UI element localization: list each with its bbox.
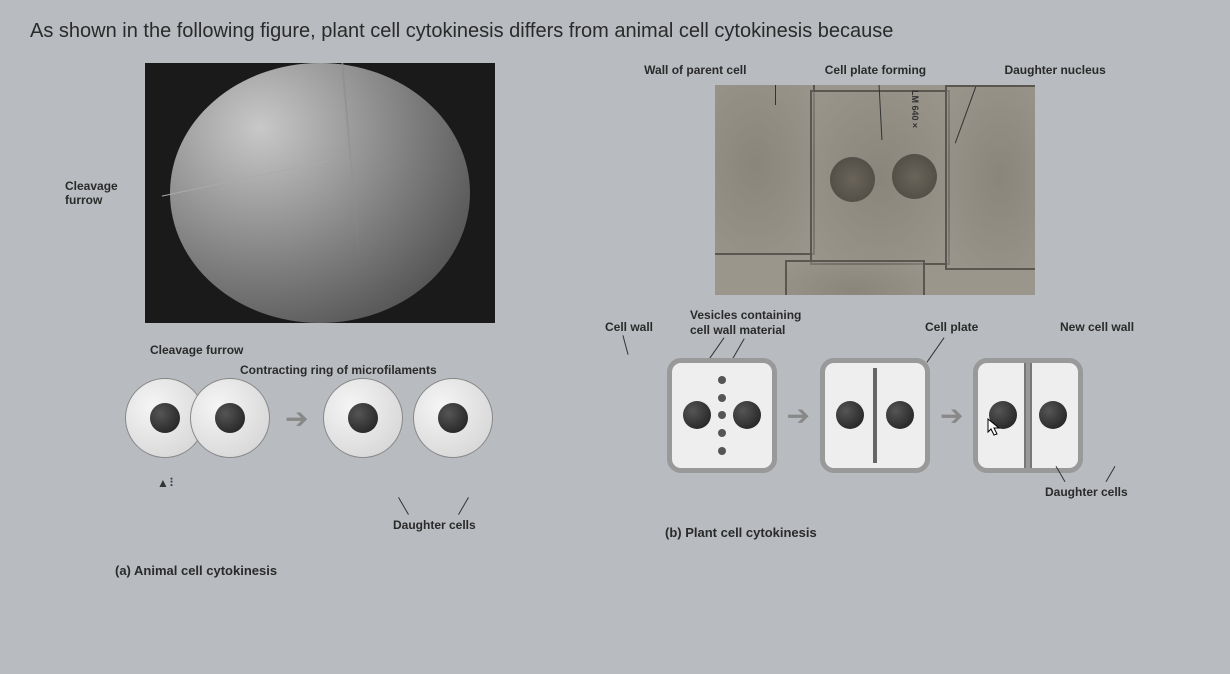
nucleus — [886, 401, 914, 429]
panel-animal: Cleavage furrow SEM 100× Cleavage furrow… — [65, 63, 565, 578]
new-wall-label: New cell wall — [1060, 320, 1134, 334]
panel-b-caption: (b) Plant cell cytokinesis — [665, 525, 1165, 540]
daughter-cell-1 — [323, 378, 403, 458]
panel-a-caption: (a) Animal cell cytokinesis — [115, 563, 565, 578]
daughter-nucleus-label: Daughter nucleus — [1004, 63, 1105, 77]
top-labels: Wall of parent cell Cell plate forming D… — [585, 63, 1165, 77]
arrow-icon: ➔ — [940, 399, 963, 432]
nucleus — [438, 403, 468, 433]
plant-diagram-row: Cell wall Vesicles containing cell wall … — [585, 310, 1165, 510]
cell-plate — [873, 368, 877, 463]
plant-diagram: ➔ ➔ — [585, 345, 1165, 485]
arrow-icon: ➔ — [285, 402, 308, 435]
lm-cell — [715, 85, 815, 255]
vesicle-dots — [718, 371, 726, 460]
lm-photo — [715, 85, 1035, 295]
figure: Cleavage furrow SEM 100× Cleavage furrow… — [30, 63, 1200, 578]
daughter-cell-2 — [413, 378, 493, 458]
lm-nucleus — [892, 154, 937, 199]
question-text: As shown in the following figure, plant … — [30, 20, 1200, 43]
separated-cells — [323, 378, 493, 458]
cleavage-furrow-side-label: Cleavage furrow — [65, 179, 135, 208]
nucleus — [215, 403, 245, 433]
cell-plate-label: Cell plate — [925, 320, 978, 334]
daughter-cells-label-a: Daughter cells — [393, 518, 476, 532]
nucleus — [836, 401, 864, 429]
animal-diagram-row: Cleavage furrow Contracting ring of micr… — [65, 348, 565, 548]
sem-image-area: Cleavage furrow SEM 100× — [65, 63, 565, 323]
wall-parent-label: Wall of parent cell — [644, 63, 746, 77]
nucleus — [348, 403, 378, 433]
lm-magnification-label: LM 640× — [910, 90, 920, 131]
vesicles-label: Vesicles containing cell wall material — [690, 308, 820, 337]
cursor-icon — [987, 418, 1003, 438]
pointer — [398, 497, 409, 515]
plant-cell-stage3 — [973, 358, 1083, 473]
panel-plant: Wall of parent cell Cell plate forming D… — [585, 63, 1165, 578]
plant-cell-stage2 — [820, 358, 930, 473]
sem-sphere — [170, 63, 470, 323]
cell-wall-label: Cell wall — [605, 320, 653, 334]
animal-diagram: ➔ — [125, 348, 565, 488]
lm-nucleus — [830, 157, 875, 202]
plate-forming-label: Cell plate forming — [825, 63, 926, 77]
nucleus — [733, 401, 761, 429]
nucleus — [1039, 401, 1067, 429]
lm-cell — [785, 260, 925, 295]
arrow-icon: ➔ — [787, 399, 810, 432]
pointer — [775, 85, 776, 105]
nucleus — [683, 401, 711, 429]
lm-cell — [945, 85, 1035, 270]
daughter-cells-label-b: Daughter cells — [1045, 485, 1128, 499]
pointer — [458, 497, 469, 515]
plant-cell-stage1 — [667, 358, 777, 473]
nucleus — [150, 403, 180, 433]
pinching-cells — [125, 378, 270, 458]
cell-right — [190, 378, 270, 458]
new-cell-wall — [1024, 363, 1032, 468]
sem-photo: SEM 100× — [145, 63, 495, 323]
